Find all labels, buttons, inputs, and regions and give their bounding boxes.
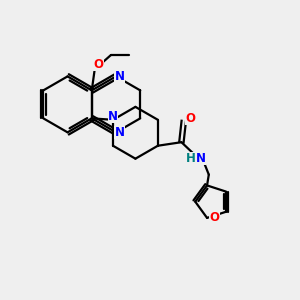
Text: O: O bbox=[209, 212, 219, 224]
Text: O: O bbox=[94, 58, 103, 71]
Text: N: N bbox=[115, 70, 124, 83]
Text: H: H bbox=[186, 152, 196, 166]
Text: N: N bbox=[115, 126, 124, 139]
Text: O: O bbox=[185, 112, 195, 125]
Text: N: N bbox=[196, 152, 206, 165]
Text: N: N bbox=[108, 110, 118, 123]
